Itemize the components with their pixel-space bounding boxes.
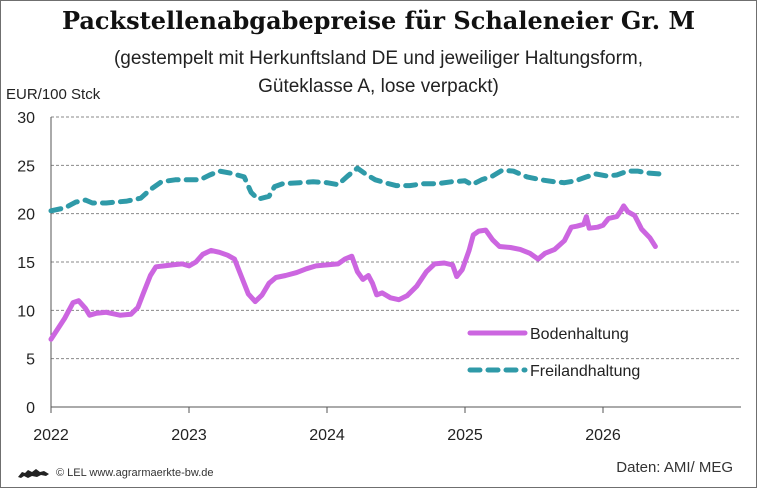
chart-subtitle-line1: (gestempelt mit Herkunftsland DE und jew… bbox=[113, 48, 644, 69]
y-tick-label: 15 bbox=[17, 255, 35, 272]
footer-credit: © LEL www.agrarmaerkte-bw.de bbox=[16, 466, 214, 480]
x-tick-label: 2022 bbox=[33, 427, 69, 444]
y-tick-label: 10 bbox=[17, 303, 35, 320]
y-tick-label: 30 bbox=[17, 110, 35, 127]
lion-logo-icon bbox=[18, 469, 49, 478]
legend-label-freilandhaltung: Freilandhaltung bbox=[530, 363, 640, 380]
y-tick-label: 20 bbox=[17, 207, 35, 224]
chart-subtitle-line2: Güteklasse A, lose verpackt) bbox=[258, 76, 499, 97]
x-tick-label: 2024 bbox=[309, 427, 345, 444]
x-tick-label: 2026 bbox=[585, 427, 621, 444]
data-source: Daten: AMI/ MEG bbox=[616, 459, 733, 476]
x-tick-label: 2023 bbox=[171, 427, 207, 444]
series-line-bodenhaltung bbox=[48, 203, 658, 342]
credit-text: © LEL www.agrarmaerkte-bw.de bbox=[56, 467, 214, 479]
legend-label-bodenhaltung: Bodenhaltung bbox=[530, 326, 629, 343]
x-tick-label: 2025 bbox=[447, 427, 483, 444]
y-tick-label: 0 bbox=[26, 400, 35, 417]
y-axis-label: EUR/100 Stck bbox=[6, 86, 101, 103]
y-tick-label: 25 bbox=[17, 158, 35, 175]
series-line-freilandhaltung bbox=[48, 165, 664, 214]
y-tick-label: 5 bbox=[26, 352, 35, 369]
chart-title: Packstellenabgabepreise für Schaleneier … bbox=[61, 6, 696, 35]
